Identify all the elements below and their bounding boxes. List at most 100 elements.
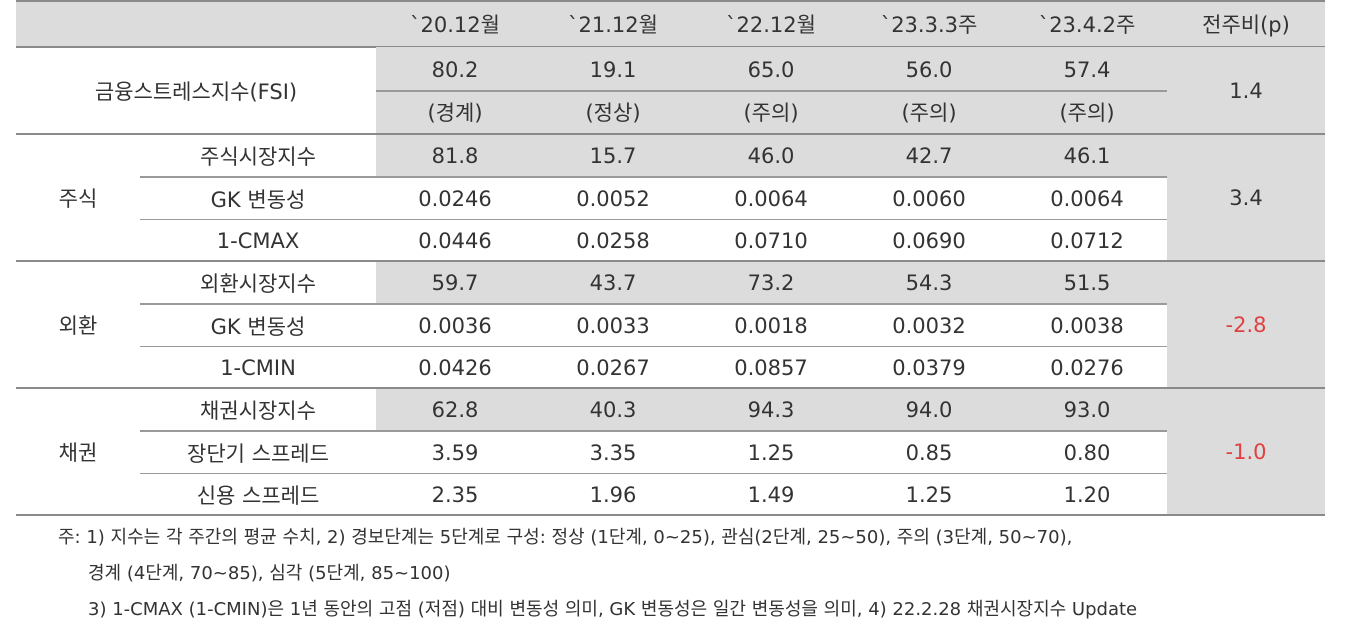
table-cell: (주의): [901, 101, 957, 125]
table-cell: 0.0710: [734, 228, 808, 253]
table-cell: 2.35: [431, 482, 479, 507]
table-cell: 0.0267: [576, 355, 650, 380]
table-cell: 42.7: [905, 144, 953, 169]
table-cell: (주의): [743, 101, 799, 125]
table-cell: 0.0060: [892, 186, 966, 211]
table-cell: 0.0032: [892, 313, 966, 338]
table-cell: 1.49: [747, 482, 795, 507]
table-cell: 3.35: [589, 440, 637, 465]
table-cell: 1.25: [747, 440, 795, 465]
table-row: 신용 스프레드 2.35 1.96 1.49 1.25 1.20: [16, 474, 1325, 516]
row-label: 외환시장지수: [200, 272, 316, 297]
fsi-levels-row: (경계) (정상) (주의) (주의) (주의): [16, 91, 1325, 133]
divider: [16, 133, 1325, 135]
table-cell: 0.0018: [734, 313, 808, 338]
row-label: 신용 스프레드: [196, 483, 320, 508]
column-header: 전주비(p): [1202, 13, 1290, 37]
index-row-shading: [376, 262, 1167, 305]
table-cell: (정상): [585, 101, 641, 125]
table-cell: 0.0036: [418, 313, 492, 338]
table-row: 주식시장지수 81.8 15.7 46.0 42.7 46.1: [16, 135, 1325, 177]
column-header: `23.4.2주: [1038, 13, 1136, 37]
table-cell: 0.0446: [418, 228, 492, 253]
divider: [376, 90, 1167, 92]
table-cell: 0.0246: [418, 186, 492, 211]
table-cell: 0.0426: [418, 355, 492, 380]
table-cell: 0.0033: [576, 313, 650, 338]
table-cell: 0.0379: [892, 355, 966, 380]
divider: [16, 514, 1325, 516]
row-label: 장단기 스프레드: [187, 441, 329, 466]
table-cell: 15.7: [589, 144, 637, 169]
table-cell: (주의): [1059, 101, 1115, 125]
table-cell: 59.7: [431, 271, 479, 296]
row-label: 주식시장지수: [200, 145, 316, 170]
table-cell: 81.8: [431, 144, 479, 169]
header-row: `20.12월 `21.12월 `22.12월 `23.3.3주 `23.4.2…: [16, 3, 1325, 45]
group-label: 채권: [58, 440, 98, 465]
footnotes: 주: 1) 지수는 각 주간의 평균 수치, 2) 경보단계는 5단계로 구성:…: [58, 520, 1137, 628]
table-cell: 0.85: [905, 440, 953, 465]
table-cell: 56.0: [905, 58, 953, 82]
table-cell: 40.3: [589, 398, 637, 423]
footnote-line: 3) 1-CMAX (1-CMIN)은 1년 동안의 고점 (저점) 대비 변동…: [88, 599, 1138, 620]
row-label: 1-CMIN: [220, 355, 296, 380]
change-shading: [1167, 262, 1325, 387]
table-cell: 19.1: [589, 58, 637, 82]
column-header: `20.12월: [410, 13, 500, 37]
fsi-values-row: 80.2 19.1 65.0 56.0 57.4: [16, 49, 1325, 91]
change-shading: [1167, 47, 1325, 134]
table-cell: 93.0: [1063, 398, 1111, 423]
index-row-shading: [376, 135, 1167, 178]
table-cell: 0.0690: [892, 228, 966, 253]
divider: [16, 0, 1325, 2]
change-value: -2.8: [1225, 312, 1267, 337]
footnote-line: 주: 1) 지수는 각 주간의 평균 수치, 2) 경보단계는 5단계로 구성:…: [58, 527, 1073, 548]
table-cell: 0.0258: [576, 228, 650, 253]
table-cell: 57.4: [1063, 58, 1111, 82]
fsi-label: 금융스트레스지수(FSI): [94, 79, 298, 104]
change-value: 3.4: [1229, 185, 1263, 210]
divider: [140, 430, 1167, 432]
table-cell: 94.3: [747, 398, 795, 423]
change-value: 1.4: [1229, 78, 1263, 103]
group-label: 외환: [58, 313, 98, 338]
table-cell: 0.80: [1063, 440, 1111, 465]
table-row: 외환시장지수 59.7 43.7 73.2 54.3 51.5: [16, 262, 1325, 304]
table-cell: 0.0857: [734, 355, 808, 380]
table-cell: 43.7: [589, 271, 637, 296]
table-cell: 73.2: [747, 271, 795, 296]
divider: [16, 260, 1325, 262]
row-label: 채권시장지수: [200, 399, 316, 424]
table-cell: 3.59: [431, 440, 479, 465]
table-cell: 62.8: [431, 398, 479, 423]
table-cell: 46.1: [1063, 144, 1111, 169]
table-cell: 0.0276: [1050, 355, 1124, 380]
change-shading: [1167, 135, 1325, 260]
row-label: GK 변동성: [210, 314, 306, 339]
table-cell: 0.0064: [1050, 186, 1124, 211]
table-cell: 1.96: [589, 482, 637, 507]
table-row: GK 변동성 0.0036 0.0033 0.0018 0.0032 0.0038: [16, 304, 1325, 346]
table-row: 1-CMIN 0.0426 0.0267 0.0857 0.0379 0.0276: [16, 347, 1325, 389]
table-cell: 0.0038: [1050, 313, 1124, 338]
table-row: 1-CMAX 0.0446 0.0258 0.0710 0.0690 0.0712: [16, 220, 1325, 262]
divider: [140, 218, 1167, 221]
row-label: 1-CMAX: [216, 228, 300, 253]
table-cell: 65.0: [747, 58, 795, 82]
table-cell: 80.2: [431, 58, 479, 82]
divider: [140, 303, 1167, 305]
table-cell: (경계): [427, 101, 483, 125]
table-row: 채권시장지수 62.8 40.3 94.3 94.0 93.0: [16, 389, 1325, 431]
divider: [140, 472, 1167, 475]
table-cell: 0.0052: [576, 186, 650, 211]
column-header: `21.12월: [568, 13, 658, 37]
column-header: `23.3.3주: [880, 13, 978, 37]
table-cell: 0.0064: [734, 186, 808, 211]
table-cell: 1.20: [1063, 482, 1111, 507]
footnote-line: 경계 (4단계, 70~85), 심각 (5단계, 85~100): [88, 563, 451, 584]
change-shading: [1167, 389, 1325, 514]
group-label: 주식: [58, 186, 98, 211]
table-row: 장단기 스프레드 3.59 3.35 1.25 0.85 0.80: [16, 431, 1325, 473]
table-cell: 0.0712: [1050, 228, 1124, 253]
